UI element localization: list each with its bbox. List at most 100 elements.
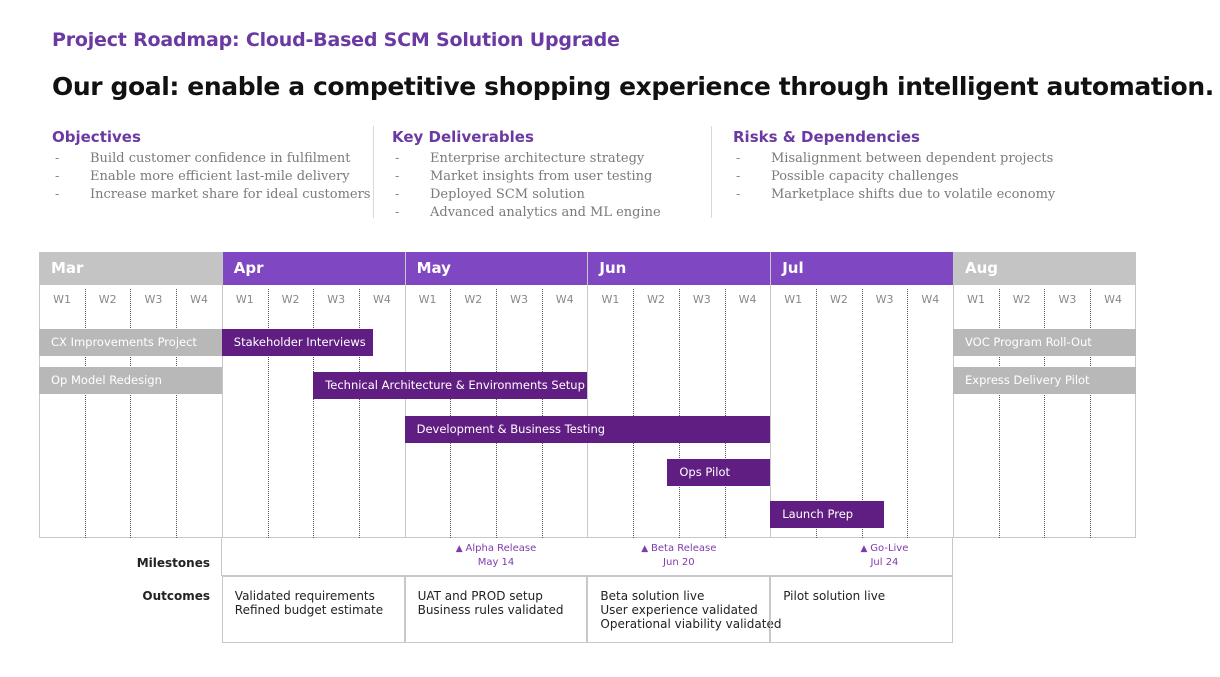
week-label: W4 — [190, 293, 209, 306]
week-label: W1 — [418, 293, 437, 306]
week-label: W2 — [829, 293, 848, 306]
column-divider — [711, 126, 712, 218]
week-label: W1 — [53, 293, 71, 306]
week-divider — [313, 289, 315, 538]
month-divider — [770, 252, 772, 538]
week-label: W3 — [692, 293, 711, 306]
milestone-marker: ▲ Alpha Release May 14 — [451, 542, 541, 569]
milestone-name: ▲ Beta Release — [641, 543, 717, 554]
week-label: W3 — [144, 293, 163, 306]
week-label: W4 — [921, 293, 940, 306]
week-label: W4 — [372, 293, 391, 306]
list-item: - Advanced analytics and ML engine — [395, 205, 661, 220]
task-bar: Express Delivery Pilot — [953, 367, 1136, 394]
month-divider — [953, 252, 954, 538]
list-item: - Increase market share for ideal custome… — [55, 187, 371, 202]
month-header-aug: Aug — [953, 252, 1136, 285]
week-divider — [724, 289, 726, 538]
outcome-line: Beta solution live — [600, 589, 705, 603]
month-divider — [587, 252, 589, 538]
week-divider — [633, 289, 635, 538]
week-label: W4 — [738, 293, 757, 306]
week-label: W2 — [1012, 293, 1031, 306]
milestone-name: ▲ Go-Live — [860, 543, 909, 554]
week-label: W3 — [1058, 293, 1077, 306]
week-label: W1 — [784, 293, 803, 306]
list-item: - Deployed SCM solution — [395, 187, 585, 202]
week-label: W1 — [601, 293, 620, 306]
month-header-jun: Jun — [587, 252, 771, 285]
week-divider — [450, 289, 452, 538]
week-divider — [861, 289, 863, 538]
week-label: W1 — [967, 293, 985, 306]
week-divider — [267, 289, 269, 538]
milestones-label: Milestones — [136, 556, 210, 570]
task-bar: VOC Program Roll-Out — [953, 329, 1136, 356]
outcome-cell: Pilot solution live — [770, 576, 953, 643]
task-bar: Launch Prep — [770, 501, 885, 528]
deliverables-heading: Key Deliverables — [392, 128, 534, 146]
milestone-date: Jul 24 — [870, 557, 899, 568]
week-label: W3 — [875, 293, 894, 306]
triangle-icon: ▲ — [860, 544, 871, 554]
list-item: - Enterprise architecture strategy — [395, 151, 645, 166]
month-header-apr: Apr — [221, 252, 405, 285]
task-bar: Development & Business Testing — [404, 416, 771, 443]
outcome-line: Pilot solution live — [783, 589, 886, 603]
week-label: W2 — [647, 293, 666, 306]
week-divider — [358, 289, 360, 538]
outcome-line: Business rules validated — [417, 603, 564, 617]
task-bar: Op Model Redesign — [39, 367, 222, 394]
week-label: W4 — [555, 293, 574, 306]
week-divider — [1044, 289, 1046, 538]
triangle-icon: ▲ — [455, 544, 466, 554]
goal-statement: Our goal: enable a competitive shopping … — [52, 72, 1214, 101]
week-divider — [1090, 289, 1092, 538]
outcome-cell: Validated requirements Refined budget est… — [221, 576, 405, 643]
list-item: - Market insights from user testing — [395, 169, 653, 184]
month-header-jul: Jul — [770, 252, 953, 285]
outcome-line: User experience validated — [600, 603, 758, 617]
outcome-cell: UAT and PROD setup Business rules validat… — [404, 576, 588, 643]
week-label: W2 — [464, 293, 483, 306]
column-divider — [373, 126, 374, 218]
risks-column: Risks & Dependencies - Misalignment betwe… — [733, 128, 1055, 204]
week-label: W2 — [281, 293, 300, 306]
month-divider — [221, 252, 223, 538]
list-item: - Possible capacity challenges — [736, 169, 959, 184]
risks-heading: Risks & Dependencies — [733, 128, 920, 146]
task-bar: Ops Pilot — [667, 459, 771, 486]
week-label: W4 — [1104, 293, 1123, 306]
outcomes-label: Outcomes — [142, 589, 210, 603]
week-divider — [84, 289, 86, 538]
list-item: - Enable more efficient last-mile deliver… — [55, 169, 350, 184]
objectives-column: Objectives - Build customer confidence in… — [52, 128, 370, 204]
week-label: W3 — [327, 293, 346, 306]
month-header-mar: Mar — [39, 252, 222, 285]
task-bar: Technical Architecture & Environments Se… — [313, 372, 588, 399]
outcome-line: Refined budget estimate — [234, 603, 384, 617]
page-title: Project Roadmap: Cloud-Based SCM Solutio… — [52, 29, 620, 51]
week-divider — [176, 289, 178, 538]
week-divider — [496, 289, 497, 538]
month-header-may: May — [404, 252, 588, 285]
week-divider — [998, 289, 1000, 538]
week-divider — [130, 289, 132, 538]
milestone-marker: ▲ Go-Live Jul 24 — [839, 542, 929, 569]
outcome-line: Operational viability validated — [600, 617, 782, 631]
task-bar: Stakeholder Interviews — [221, 329, 373, 356]
task-bar: CX Improvements Project — [39, 329, 222, 356]
week-label: W1 — [235, 293, 254, 306]
week-divider — [678, 289, 680, 538]
week-divider — [541, 289, 543, 538]
objectives-heading: Objectives — [52, 128, 141, 146]
list-item: - Misalignment between dependent projects — [736, 151, 1054, 166]
week-label: W2 — [98, 293, 117, 306]
week-divider — [815, 289, 817, 538]
outcome-line: UAT and PROD setup — [417, 589, 543, 603]
milestones-row — [221, 538, 953, 576]
week-label: W3 — [510, 293, 528, 306]
outcome-line: Validated requirements — [234, 589, 375, 603]
milestone-date: May 14 — [477, 557, 515, 568]
milestone-date: Jun 20 — [663, 557, 695, 568]
